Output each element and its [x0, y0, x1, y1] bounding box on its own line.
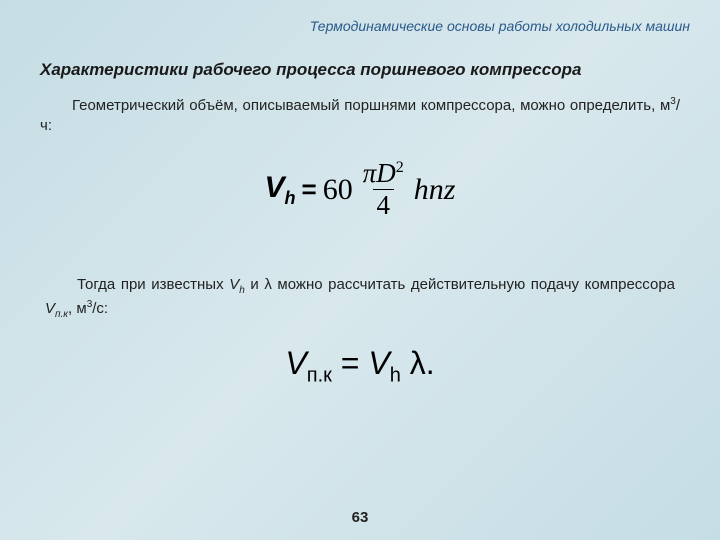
paragraph-1: Геометрический объём, описываемый поршня…: [40, 95, 680, 137]
formula1-hnz: hnz: [414, 173, 456, 207]
para2-text-c: , м: [68, 300, 87, 317]
formula-vpk: Vп.к = Vh λ.: [0, 345, 720, 387]
formula1-fraction: πD2 4: [359, 160, 408, 219]
para2-text-d: /с:: [92, 300, 108, 317]
para2-text-b: и λ можно рассчитать действительную пода…: [245, 276, 675, 293]
formula1-vh: Vh: [265, 171, 296, 209]
formula1-60: 60: [323, 173, 353, 207]
formula-vh: Vh = 60 πD2 4 hnz: [0, 160, 720, 219]
section-title: Характеристики рабочего процесса поршнев…: [40, 60, 680, 80]
chapter-header: Термодинамические основы работы холодиль…: [310, 18, 690, 34]
para2-text-a: Тогда при известных: [77, 276, 229, 293]
formula1-eq: =: [302, 174, 317, 205]
para1-text-a: Геометрический объём, описываемый поршня…: [72, 97, 670, 114]
page-number: 63: [0, 509, 720, 526]
paragraph-2: Тогда при известных Vh и λ можно рассчит…: [45, 275, 675, 321]
